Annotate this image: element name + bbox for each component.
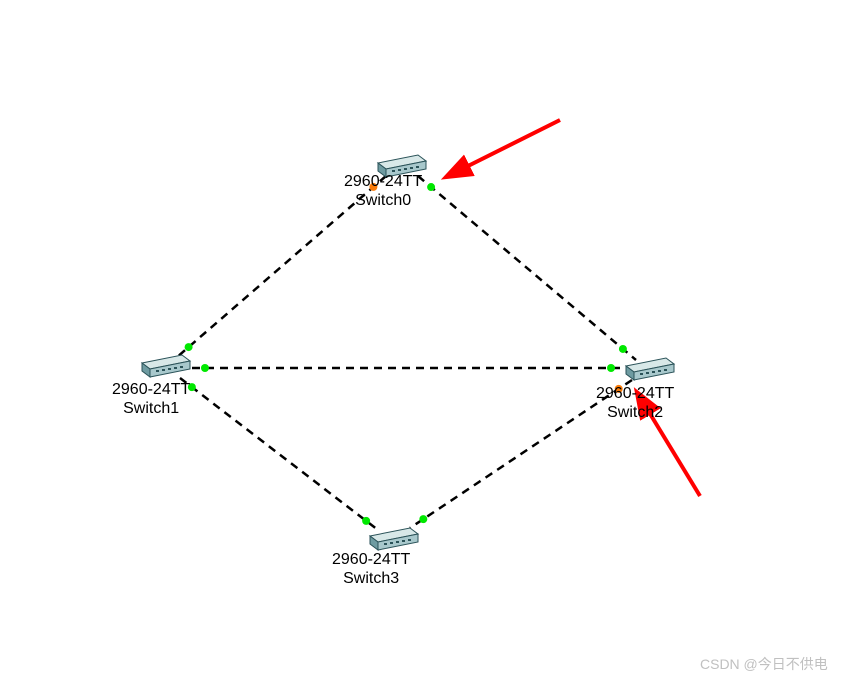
device-model: 2960-24TT xyxy=(344,172,422,191)
devices-group xyxy=(142,155,674,550)
device-model: 2960-24TT xyxy=(332,550,410,569)
link-switch0-switch2 xyxy=(418,176,636,360)
device-name: Switch3 xyxy=(332,569,410,588)
device-switch2[interactable] xyxy=(626,358,674,380)
label-switch1: 2960-24TTSwitch1 xyxy=(112,380,190,418)
port-dot xyxy=(185,343,193,351)
device-name: Switch2 xyxy=(596,403,674,422)
edges-group xyxy=(176,176,636,530)
port-dot xyxy=(419,515,427,523)
port-dot xyxy=(607,364,615,372)
device-name: Switch1 xyxy=(112,399,190,418)
watermark: CSDN @今日不供电 xyxy=(700,654,828,674)
port-dot xyxy=(362,517,370,525)
port-dot xyxy=(619,345,627,353)
label-switch2: 2960-24TTSwitch2 xyxy=(596,384,674,422)
label-switch0: 2960-24TTSwitch0 xyxy=(344,172,422,210)
annotation-arrow-0 xyxy=(448,120,560,176)
arrows-group xyxy=(448,120,700,496)
device-switch1[interactable] xyxy=(142,355,190,377)
label-switch3: 2960-24TTSwitch3 xyxy=(332,550,410,588)
port-dot xyxy=(201,364,209,372)
device-switch3[interactable] xyxy=(370,528,418,550)
ports-group xyxy=(185,183,627,525)
port-dot xyxy=(427,183,435,191)
device-model: 2960-24TT xyxy=(596,384,674,403)
device-name: Switch0 xyxy=(344,191,422,210)
link-switch1-switch3 xyxy=(180,378,378,530)
device-model: 2960-24TT xyxy=(112,380,190,399)
network-canvas xyxy=(0,0,862,678)
